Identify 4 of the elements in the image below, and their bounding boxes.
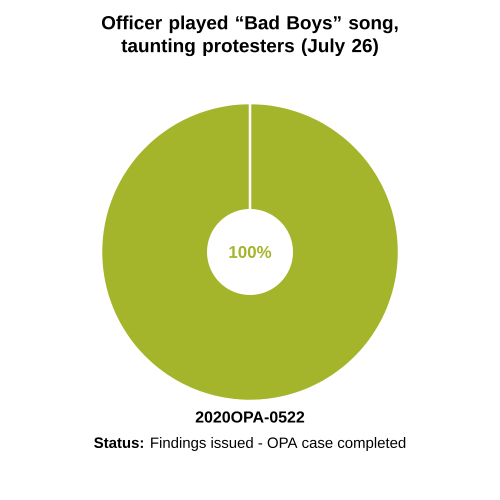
data-label: 100% xyxy=(229,246,272,258)
text: 2020OPA-0522 xyxy=(196,411,304,423)
text: Status: Findings issued - OPA case completed xyxy=(94,437,406,451)
chart-title: Officer played “Bad Boys” song, taunting protesters (July 26) xyxy=(102,16,398,56)
